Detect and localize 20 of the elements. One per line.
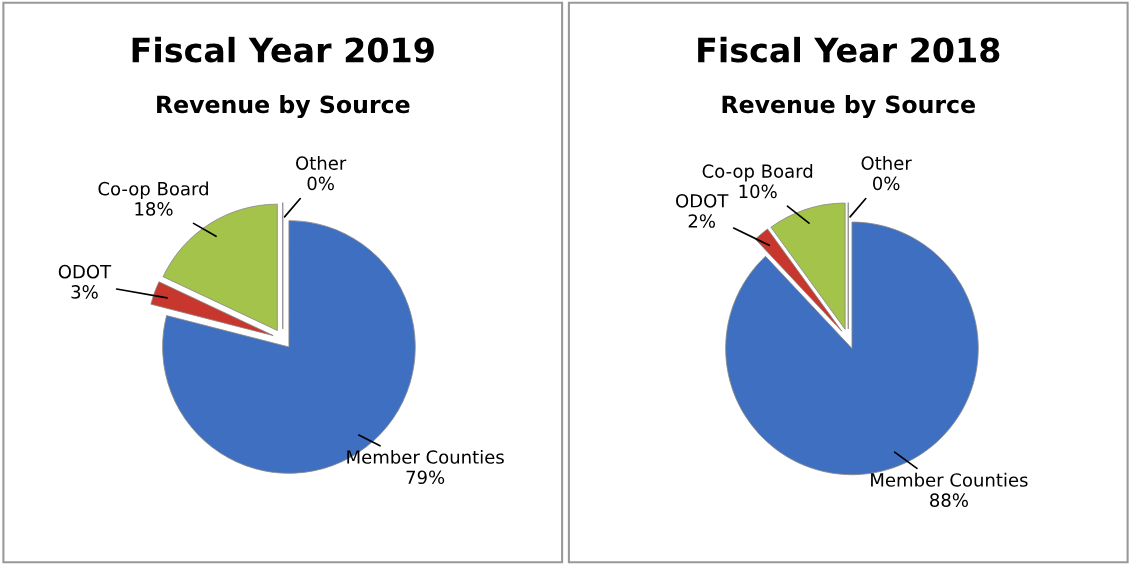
text: 0%	[307, 176, 334, 191]
data-label: 3%	[71, 285, 98, 299]
chart-subtitle: Revenue by Source	[722, 95, 975, 119]
slice-label: Co-op Board	[98, 181, 208, 199]
slice-label: Member Counties	[347, 449, 504, 464]
data-label: 18%	[135, 202, 173, 216]
chart-title: Fiscal Year 2019	[132, 36, 434, 63]
chart-subtitle: Revenue by Source	[157, 95, 410, 119]
data-label: 10%	[739, 184, 777, 199]
category-label: Other	[861, 155, 912, 170]
slice-label: ODOT	[58, 264, 112, 279]
category-label: Other	[296, 155, 347, 170]
chart-title: Fiscal Year 2018	[698, 36, 1000, 63]
data-label: 2%	[688, 214, 716, 228]
slice-label: ODOT	[676, 193, 729, 208]
text: 0%	[873, 176, 900, 191]
slice-label: Co-op Board	[702, 164, 813, 182]
data-label: 79%	[406, 470, 445, 485]
data-label: 88%	[930, 493, 968, 507]
slice-label: Member Counties	[871, 472, 1028, 487]
